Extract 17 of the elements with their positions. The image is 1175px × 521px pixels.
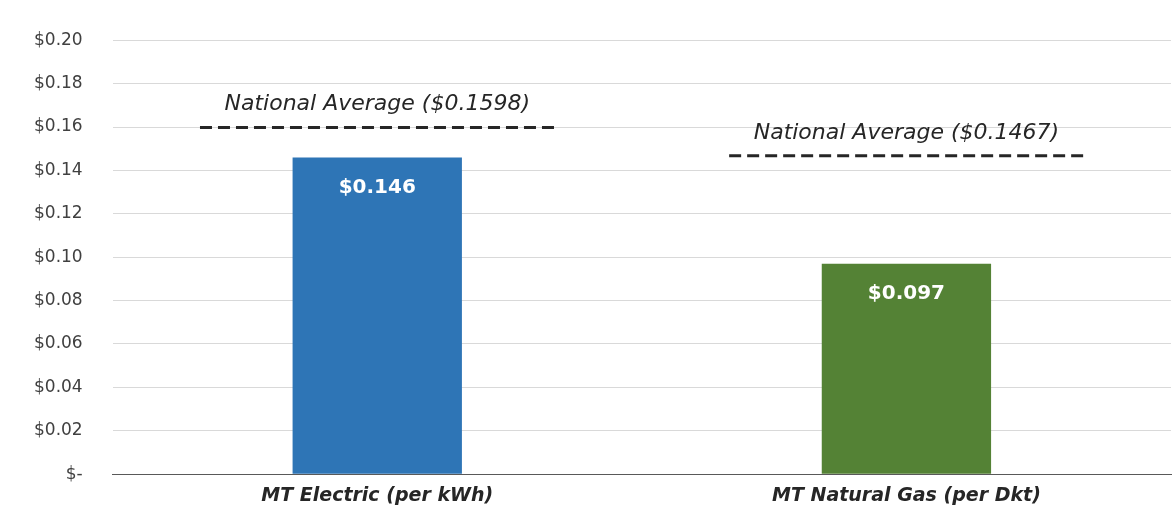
y-tick-label: $0.06	[34, 332, 83, 353]
ref-line-label: National Average ($0.1598)	[224, 90, 530, 116]
data-label: $0.146	[338, 173, 416, 198]
y-tick-label: $-	[65, 462, 83, 483]
y-tick-label: $0.18	[34, 72, 83, 93]
y-tick-label: $0.08	[34, 289, 83, 310]
y-tick-label: $0.04	[34, 375, 83, 396]
y-tick-label: $0.10	[34, 245, 83, 266]
y-tick-label: $0.12	[34, 202, 83, 223]
y-tick-label: $0.16	[34, 115, 83, 136]
y-tick-label: $0.14	[34, 158, 83, 179]
x-tick-label: MT Electric (per kWh)	[261, 482, 494, 505]
ref-line-label: National Average ($0.1467)	[753, 118, 1060, 144]
y-tick-label: $0.20	[34, 28, 83, 49]
data-label: $0.097	[867, 279, 946, 304]
x-tick-label: MT Natural Gas (per Dkt)	[772, 482, 1041, 505]
y-tick-label: $0.02	[34, 419, 83, 440]
